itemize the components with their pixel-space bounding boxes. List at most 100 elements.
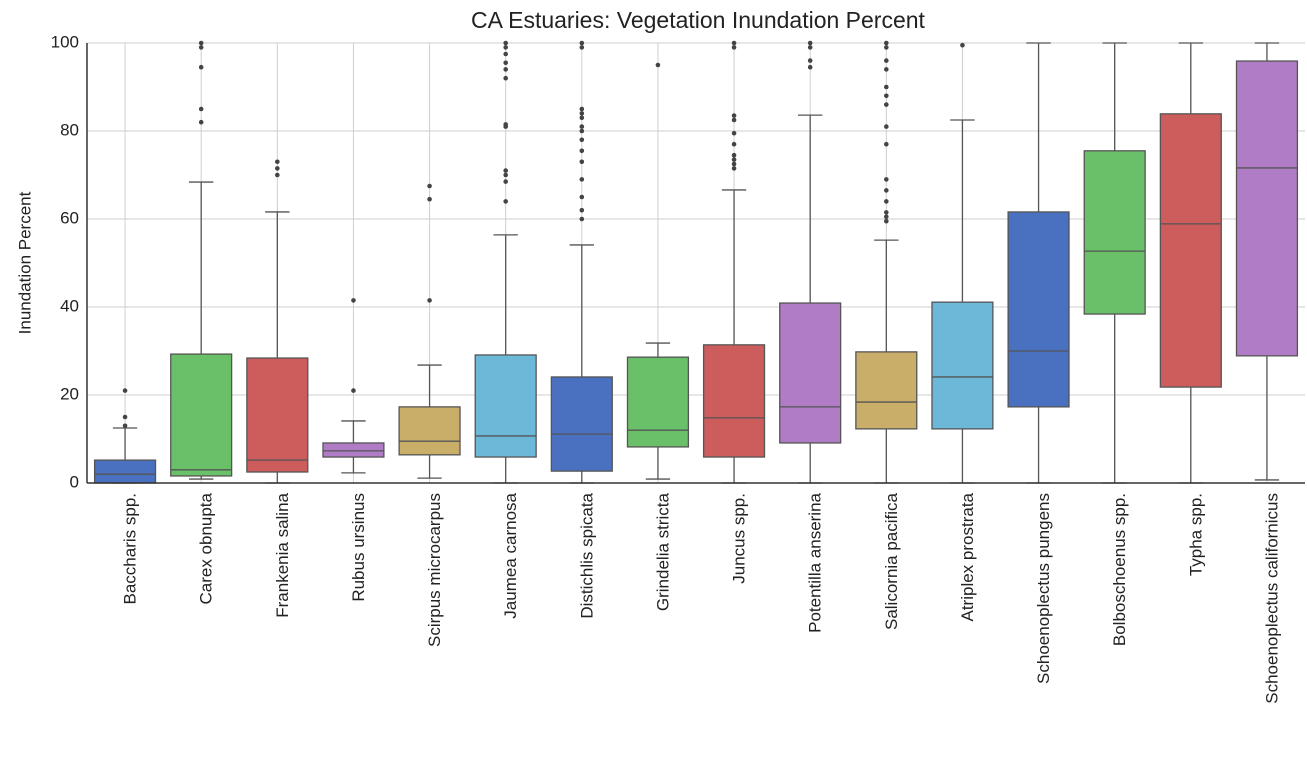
outlier <box>731 117 737 123</box>
x-tick-label: Rubus ursinus <box>349 493 368 602</box>
y-axis-label: Inundation Percent <box>15 191 34 334</box>
outlier <box>579 194 585 200</box>
x-tick-label: Bolboschoenus spp. <box>1110 493 1129 646</box>
outlier <box>884 58 889 63</box>
outlier <box>122 423 128 429</box>
box <box>474 354 537 458</box>
outlier <box>503 179 508 184</box>
x-tick-label: Scirpus microcarpus <box>425 493 444 647</box>
outlier <box>579 106 585 112</box>
outlier <box>351 388 356 393</box>
outlier <box>884 218 889 224</box>
outlier <box>351 298 356 303</box>
outlier <box>579 128 585 134</box>
y-tick-label: 40 <box>60 296 79 315</box>
outlier <box>579 45 585 50</box>
outlier <box>731 130 737 136</box>
x-tick-label: Typha spp. <box>1186 493 1205 576</box>
outlier <box>731 157 737 162</box>
outlier <box>198 106 204 112</box>
box <box>170 353 233 477</box>
outlier <box>503 122 508 127</box>
outlier <box>579 137 585 143</box>
outlier <box>884 199 889 204</box>
outlier <box>198 40 204 46</box>
y-tick-label: 80 <box>60 120 79 139</box>
outlier <box>884 214 889 220</box>
outlier <box>807 45 813 50</box>
outlier <box>884 188 889 193</box>
box <box>931 301 994 430</box>
outlier <box>884 93 889 99</box>
x-tick-label: Salicornia pacifica <box>882 492 901 630</box>
x-tick-label: Jaumea carnosa <box>501 492 520 618</box>
outlier <box>579 216 585 222</box>
outlier <box>960 42 965 48</box>
outlier <box>503 75 508 81</box>
x-tick-label: Grindelia stricta <box>653 492 672 611</box>
outlier <box>807 64 813 70</box>
outlier <box>884 141 889 147</box>
outlier <box>884 45 889 50</box>
box <box>779 302 842 444</box>
outlier <box>731 113 737 118</box>
outlier <box>731 45 737 50</box>
outlier <box>579 177 585 182</box>
outlier <box>731 161 737 167</box>
outlier <box>503 51 508 57</box>
box <box>93 459 157 484</box>
box <box>702 344 766 458</box>
outlier <box>884 40 889 46</box>
outlier <box>427 298 432 303</box>
outlier <box>503 45 508 50</box>
x-tick-label: Schoenoplectus pungens <box>1034 493 1053 684</box>
x-tick-label: Distichlis spicata <box>577 492 596 618</box>
outlier <box>655 62 661 68</box>
outlier <box>579 40 585 46</box>
outlier <box>884 124 889 129</box>
outlier <box>503 60 508 66</box>
outlier <box>807 58 813 63</box>
outlier <box>503 67 508 72</box>
x-tick-label: Atriplex prostrata <box>958 492 977 621</box>
box <box>1159 113 1222 388</box>
outlier <box>275 166 280 171</box>
outlier <box>122 414 128 420</box>
outlier <box>884 210 889 215</box>
outlier <box>198 64 204 70</box>
y-tick-label: 20 <box>60 384 79 403</box>
outlier <box>884 84 889 90</box>
box <box>322 442 385 458</box>
outlier <box>579 124 585 129</box>
outlier <box>198 119 204 125</box>
outlier <box>503 199 508 204</box>
outlier <box>579 207 585 213</box>
box <box>246 357 309 473</box>
outlier <box>579 111 585 116</box>
outlier <box>427 183 432 189</box>
outlier <box>503 168 508 173</box>
outlier <box>275 159 280 165</box>
outlier <box>579 148 585 154</box>
outlier <box>731 141 737 147</box>
x-tick-label: Potentilla anserina <box>806 492 825 632</box>
outlier <box>807 40 813 46</box>
chart-title: CA Estuaries: Vegetation Inundation Perc… <box>471 7 926 33</box>
box <box>855 351 918 430</box>
outlier <box>731 152 737 158</box>
outlier <box>579 159 585 165</box>
y-tick-label: 100 <box>51 32 79 51</box>
outlier <box>275 172 280 178</box>
y-tick-label: 0 <box>70 472 79 491</box>
x-tick-label: Carex obnupta <box>197 492 216 604</box>
outlier <box>198 45 204 50</box>
outlier <box>884 102 889 107</box>
box <box>1083 150 1146 315</box>
x-tick-label: Frankenia salina <box>273 492 292 617</box>
outlier <box>503 172 508 178</box>
outlier <box>731 40 737 46</box>
box <box>1007 211 1070 408</box>
outlier <box>884 177 889 182</box>
outlier <box>122 388 128 393</box>
